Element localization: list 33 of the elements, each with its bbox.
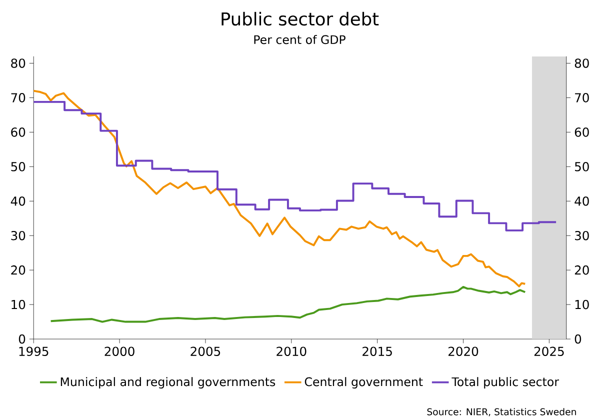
x-tick-label: 2000 bbox=[104, 346, 134, 356]
y-tick-label: 10 bbox=[12, 300, 26, 310]
y2-tick-label: 10 bbox=[575, 300, 589, 310]
y2-tick-label: 40 bbox=[574, 196, 589, 206]
y-tick-label: 0 bbox=[18, 334, 26, 344]
x-tick-label: 2020 bbox=[448, 346, 478, 356]
y2-tick-label: 20 bbox=[574, 265, 589, 275]
line-series bbox=[50, 286, 526, 323]
source-note: Source: NIER, Statistics Sweden bbox=[427, 408, 576, 416]
y2-tick-label: 60 bbox=[574, 127, 589, 137]
y-tick-label: 50 bbox=[11, 162, 26, 172]
x-tick-label: 2010 bbox=[276, 346, 306, 356]
y-tick-label: 40 bbox=[10, 196, 26, 206]
y2-tick-label: 50 bbox=[574, 162, 589, 172]
chart-title: Public sector debt bbox=[222, 12, 379, 26]
legend-label: Municipal and regional governments bbox=[60, 377, 276, 388]
legend-label: Total public sector bbox=[452, 377, 560, 388]
y-tick-label: 60 bbox=[11, 127, 26, 137]
y-tick-label: 80 bbox=[11, 58, 26, 68]
legend-label: Central government bbox=[304, 377, 423, 388]
y2-tick-label: 70 bbox=[575, 93, 589, 102]
y2-tick-label: 30 bbox=[574, 230, 589, 240]
y2-tick-label: 80 bbox=[574, 58, 589, 68]
line-series bbox=[34, 90, 526, 288]
x-tick-label: 2015 bbox=[362, 346, 392, 356]
y-tick-label: 70 bbox=[11, 93, 26, 102]
x-tick-label: 2005 bbox=[190, 346, 220, 356]
chart-subtitle: Per cent of GDP bbox=[254, 34, 346, 44]
y2-tick-label: 0 bbox=[574, 334, 582, 344]
x-tick-label: 2025 bbox=[534, 346, 564, 356]
x-tick-label: 1995 bbox=[19, 346, 48, 356]
y-tick-label: 20 bbox=[11, 265, 26, 275]
y-tick-label: 30 bbox=[11, 230, 26, 240]
